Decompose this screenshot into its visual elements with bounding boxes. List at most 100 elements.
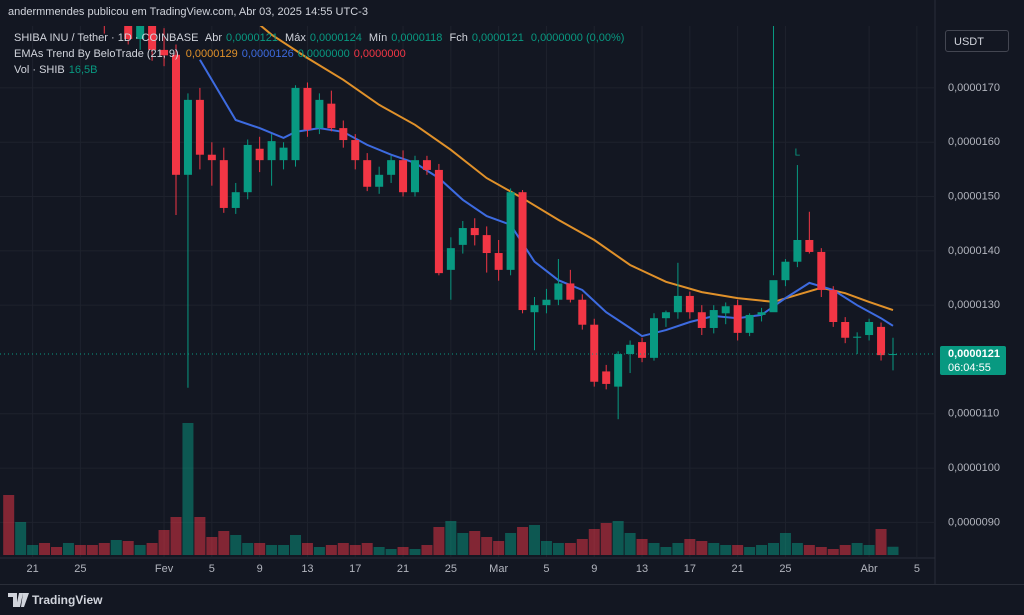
volume-bar [732,545,744,555]
axes: 0,0000170 0,0000160 0,0000150 0,0000140 0,00… [26,82,1006,575]
volume-bar [588,529,600,555]
x-tick-label: 5 [209,563,215,575]
x-tick-label: 21 [26,563,38,575]
candle-body [291,87,300,161]
volume-bar [266,545,278,555]
candle-body [351,140,360,161]
volume-bar [51,547,62,555]
candle-body [673,295,682,313]
candle-body [207,154,216,161]
volume-bar [15,522,27,555]
footer-logo: TradingView [32,593,103,607]
last-price-label: 0,0000121 [948,348,1000,360]
candle-body [530,305,539,313]
plot: L [0,26,935,555]
volume-bar [493,541,505,555]
volume-bar [313,547,325,555]
volume-bar [433,527,445,555]
candle-body [148,26,157,50]
x-tick-label: 17 [684,563,696,575]
volume-bar [672,543,684,555]
ohlc-key: Máx [285,32,306,44]
volume-bar [122,541,134,555]
x-tick-label: 21 [732,563,744,575]
volume-bar [409,549,421,555]
candle-body [745,314,754,333]
candle-body [661,312,670,319]
x-tick-label: 9 [591,563,597,575]
volume-bar [612,521,624,555]
candle-body [482,235,491,254]
x-tick-label: Mar [489,563,508,575]
x-tick-label: 5 [914,563,920,575]
volume-bar [779,533,791,555]
volume-bar [361,543,373,555]
footer: TradingView [0,584,1024,615]
indicator-value: 0,0000000 [353,48,406,60]
ema-line [259,26,894,312]
ohlc-value: 0,0000124 [309,32,362,44]
candle-body [195,99,204,155]
candle-body [136,26,145,40]
ohlc-key: Abr [204,32,222,44]
volume-bar [576,539,588,555]
candle-body [697,312,706,328]
volume-value: 16,5B [68,64,98,76]
y-tick-label: 0,0000150 [948,190,1000,202]
x-tick-label: 25 [445,563,457,575]
y-tick-label: 0,0000170 [948,82,1000,94]
volume-bar [684,539,696,555]
x-tick-label: 13 [301,563,313,575]
volume-bar [887,546,899,555]
volume-bar [373,547,385,555]
candle-body [124,26,133,40]
candle-body [614,354,623,387]
volume-bar [158,530,170,555]
candle-body [458,228,467,245]
candle-body [626,344,635,355]
x-tick-label: 9 [257,563,263,575]
volume-bar [815,547,827,555]
x-tick-label: Abr [861,563,878,575]
volume-bar [756,545,768,555]
volume-bar [98,543,110,555]
candle-body [518,192,527,311]
volume-bar [648,543,660,555]
x-tick-label: 21 [397,563,409,575]
candle-body [446,248,455,270]
volume-bar [791,543,803,555]
candle-body [470,228,479,236]
volume-bar [708,543,720,555]
volume-bar [230,535,242,555]
candle-body [387,160,396,175]
volume-bar [839,545,851,555]
volume-bar [325,545,337,555]
volume-bar [86,545,98,555]
candle-body [399,160,408,193]
volume-bar [469,531,481,555]
candle-body [638,342,647,358]
currency-button[interactable]: USDT [945,30,1009,52]
candle-body [781,261,790,281]
candle-body [590,324,599,382]
volume-bar [851,543,863,555]
y-tick-label: 0,0000100 [948,462,1000,474]
legend-row: Vol · SHIB 16,5B [14,64,102,76]
candle-body [685,295,694,313]
candle-body [757,312,766,315]
volume-bar [242,543,254,555]
symbol: SHIBA INU / Tether · 1D · COINBASE [14,32,199,44]
candle-body [817,251,826,290]
candle-body [255,148,264,161]
volume-bar [182,423,194,555]
candle-body [865,322,874,336]
volume-bar [62,543,74,555]
candle-body [231,192,240,208]
volume-bar [397,547,409,555]
volume-bar [744,547,756,555]
y-tick-label: 0,0000160 [948,136,1000,148]
volume-bar [278,545,290,555]
grid [0,26,935,558]
volume-bar [600,523,612,555]
candle-body [793,239,802,262]
